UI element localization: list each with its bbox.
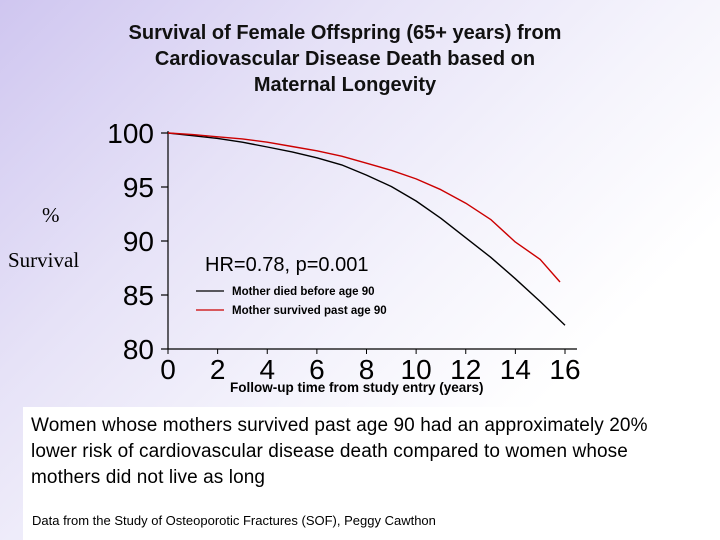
chart-title-line-1: Survival of Female Offspring (65+ years)… [128,22,562,44]
legend-label-2: Mother survived past age 90 [232,305,387,317]
x-tick-label-8: 8 [359,354,375,385]
chart-title-line-3: Maternal Longevity [253,74,437,96]
chart-legend: Mother died before age 90 Mother survived… [196,286,387,317]
x-tick-label-2: 2 [210,354,226,385]
x-tick-label-4: 4 [259,354,275,385]
x-tick-label-16: 16 [549,354,580,385]
survival-chart: 100 95 90 85 80 0 2 4 6 8 10 12 14 16 HR=0.78, p=0.0… [107,118,581,395]
y-tick-label-100: 100 [107,118,154,149]
series-line-1 [167,132,566,326]
legend-label-1: Mother died before age 90 [232,286,375,298]
series-line-2 [167,132,561,283]
summary-box: Women whose mothers survived past age 90… [23,407,693,540]
y-tick-label-95: 95 [123,172,154,203]
y-tick-label-85: 85 [123,280,154,311]
y-tick-labels: 100 95 90 85 80 [107,118,168,365]
x-tick-label-6: 6 [309,354,325,385]
y-axis-label-survival: Survival [8,248,80,272]
chart-title: Survival of Female Offspring (65+ years)… [40,20,650,98]
hazard-ratio-annotation: HR=0.78, p=0.001 [205,254,368,276]
x-tick-label-10: 10 [401,354,432,385]
y-tick-label-90: 90 [123,226,154,257]
x-tick-label-14: 14 [500,354,531,385]
chart-title-line-2: Cardiovascular Disease Death based on [154,48,536,70]
y-axis-label-percent: % [42,203,60,227]
data-source: Data from the Study of Osteoporotic Frac… [32,513,436,528]
summary-text: Women whose mothers survived past age 90… [31,415,648,488]
x-tick-label-0: 0 [160,354,176,385]
series-lines [167,132,566,326]
x-tick-label-12: 12 [450,354,481,385]
x-axis-label: Follow-up time from study entry (years) [230,380,484,395]
x-tick-labels: 0 2 4 6 8 10 12 14 16 [160,349,581,385]
chart-axes [167,131,577,350]
y-tick-label-80: 80 [123,334,154,365]
